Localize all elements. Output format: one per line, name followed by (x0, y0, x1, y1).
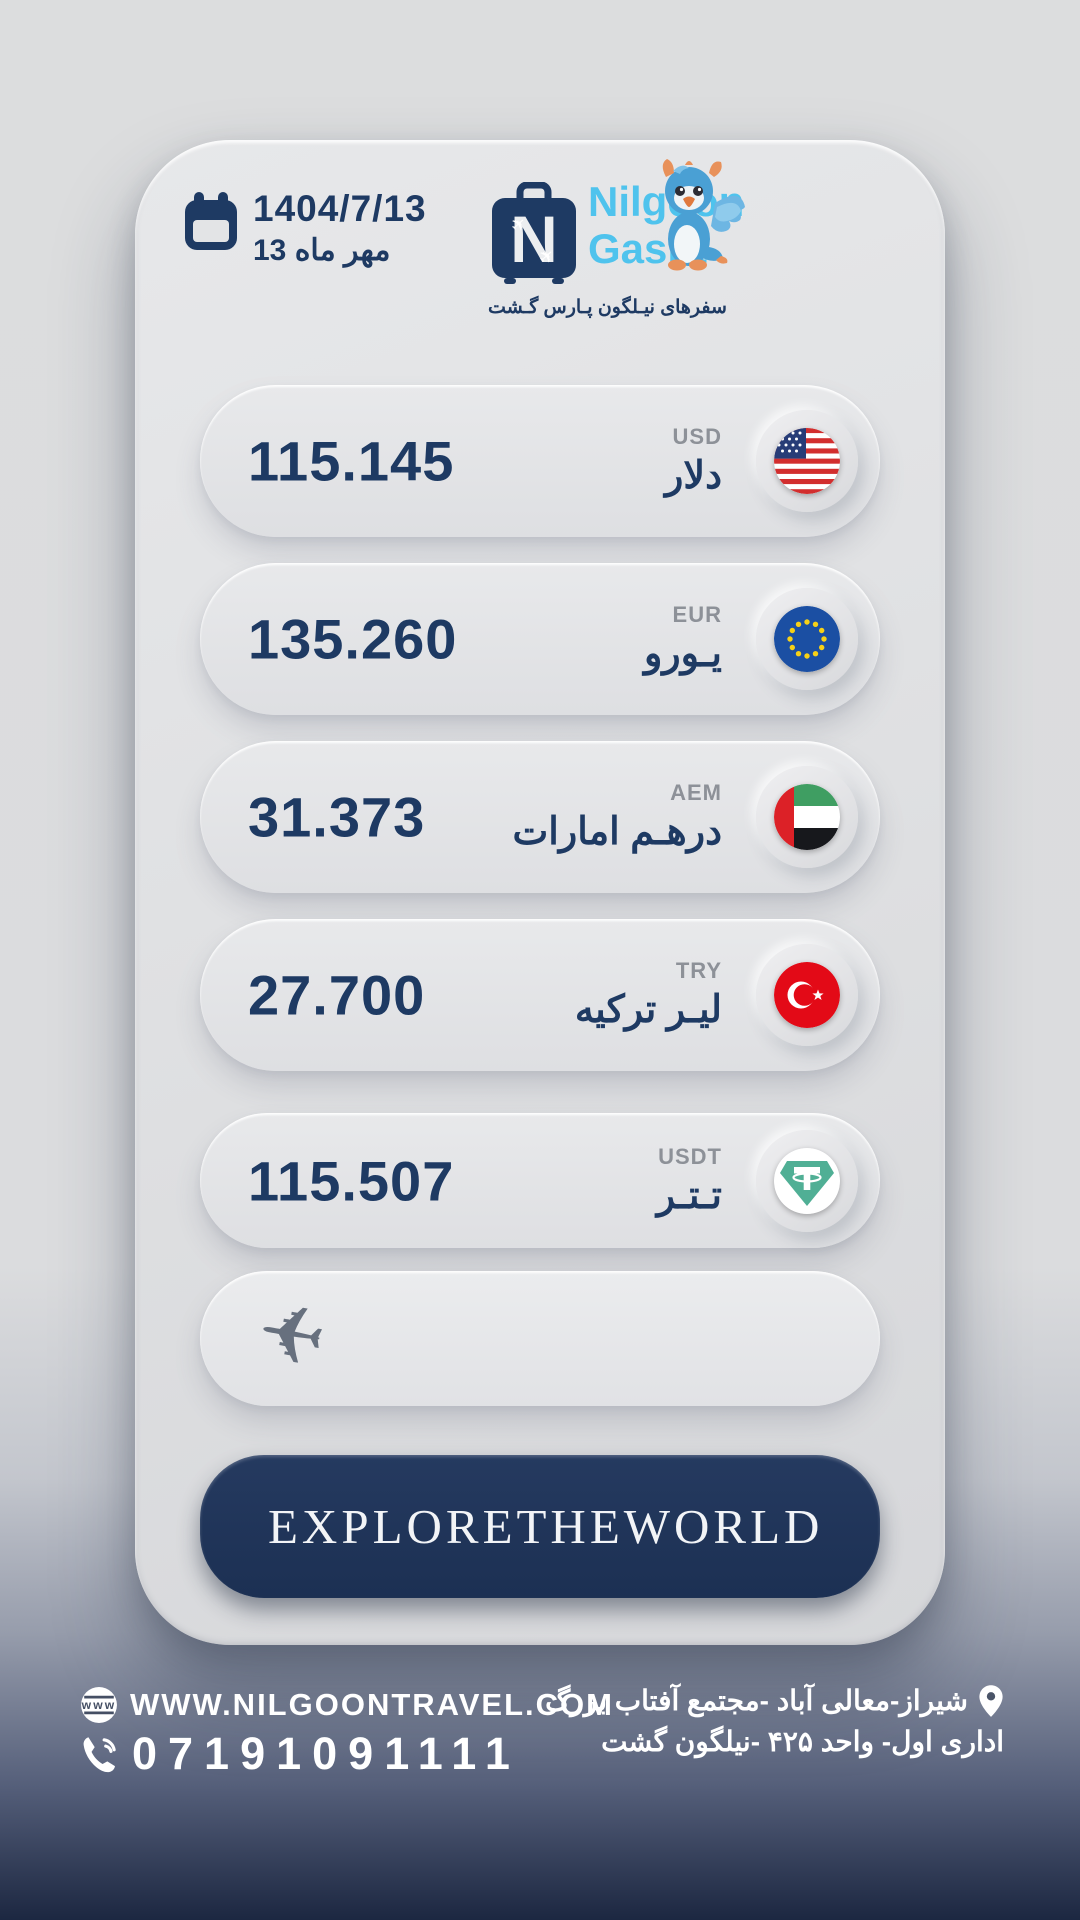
usdt-flag-ring (756, 1129, 858, 1232)
usdt-code: USDT (658, 1143, 722, 1169)
airplane-icon: ✈ (250, 1283, 333, 1387)
location-pin-icon (979, 1684, 1003, 1717)
svg-text:N: N (510, 202, 558, 276)
eu-flag-icon (774, 606, 840, 672)
usd-rate-value: 115.145 (248, 429, 455, 493)
turkey-flag-icon (774, 962, 840, 1028)
address-line-1: شیراز-معالی آباد -مجتمع آفتاب بزرگ (545, 1680, 1004, 1721)
suitcase-logo-icon: N ✈ ✈ (492, 182, 576, 284)
explore-word-3: WORLD (623, 1499, 824, 1554)
usdt-rate-value: 115.507 (248, 1149, 455, 1212)
rate-row-try: 27.700 TRY لیـر ترکیه (200, 919, 880, 1071)
footer-address: شیراز-معالی آباد -مجتمع آفتاب بزرگ اداری… (545, 1680, 1004, 1762)
try-rate-value: 27.700 (248, 963, 426, 1027)
eur-labels: EUR یـورو (644, 602, 722, 676)
eur-name: یـورو (643, 633, 722, 675)
website-url: WWW.NILGOONTRAVEL.COM (130, 1687, 614, 1722)
date-block: 1404/7/13 13 مهر ماه (183, 188, 427, 268)
eur-flag-ring (756, 588, 858, 690)
address-line-2: اداری اول- واحد ۴۲۵ -نیلگون گشت (545, 1721, 1004, 1762)
airplane-row: ✈ (200, 1271, 880, 1406)
usdt-name: تـتـر (656, 1174, 722, 1217)
try-labels: TRY لیـر ترکیه (575, 958, 722, 1032)
try-flag-ring (756, 944, 858, 1046)
tether-logo-icon (774, 1147, 840, 1214)
usd-code: USD (672, 424, 722, 449)
rates-card: 1404/7/13 13 مهر ماه N ✈ ✈ Nilgoon Gasht… (135, 140, 945, 1645)
address-text-2: اداری اول- واحد ۴۲۵ -نیلگون گشت (601, 1726, 1004, 1757)
usdt-labels: USDT تـتـر (657, 1144, 722, 1218)
explore-word-2: THE (516, 1499, 624, 1554)
logo-tagline: سفرهای نیـلگون پـارس گـشت (488, 297, 727, 318)
usd-labels: USD دلار (665, 424, 722, 498)
usd-flag-ring (756, 410, 858, 512)
phone-number: 07191091111 (132, 1728, 521, 1779)
phone-icon (83, 1737, 116, 1773)
aed-flag-ring (756, 766, 858, 868)
rate-row-usd: 115.145 USD دلار (200, 385, 880, 537)
rate-row-eur: 135.260 EUR یـورو (200, 563, 880, 715)
dragon-mascot (662, 159, 745, 271)
aed-rate-value: 31.373 (248, 785, 426, 849)
explore-word-1: EXPLORE (268, 1499, 517, 1554)
uae-flag-icon (774, 784, 840, 850)
phone-link[interactable]: 07191091111 (80, 1728, 614, 1780)
date-jalali-text: 13 مهر ماه (253, 234, 391, 267)
eur-code: EUR (672, 602, 722, 627)
date-jalali-numeric: 1404/7/13 (253, 188, 427, 229)
aed-labels: AEM درهـم امارات (513, 780, 722, 854)
address-text-1: شیراز-معالی آباد -مجتمع آفتاب بزرگ (545, 1685, 968, 1716)
www-globe-icon: www (81, 1687, 117, 1723)
date-texts: 1404/7/13 13 مهر ماه (253, 188, 427, 268)
try-code: TRY (675, 958, 722, 983)
usd-name: دلار (665, 455, 722, 497)
try-name: لیـر ترکیه (574, 989, 722, 1031)
footer-contact: www WWW.NILGOONTRAVEL.COM 07191091111 (80, 1686, 614, 1780)
calendar-icon (185, 192, 237, 250)
us-flag-icon (774, 428, 840, 494)
aed-name: درهـم امارات (512, 811, 722, 853)
rate-row-usdt: 115.507 USDT تـتـر (200, 1113, 880, 1248)
eur-rate-value: 135.260 (248, 607, 458, 671)
svg-text:www: www (81, 1698, 117, 1712)
website-link[interactable]: www WWW.NILGOONTRAVEL.COM (80, 1686, 614, 1724)
aed-code: AEM (670, 780, 722, 805)
explore-the-world-button[interactable]: EXPLORE THE WORLD (200, 1455, 880, 1598)
rate-row-aed: 31.373 AEM درهـم امارات (200, 741, 880, 893)
